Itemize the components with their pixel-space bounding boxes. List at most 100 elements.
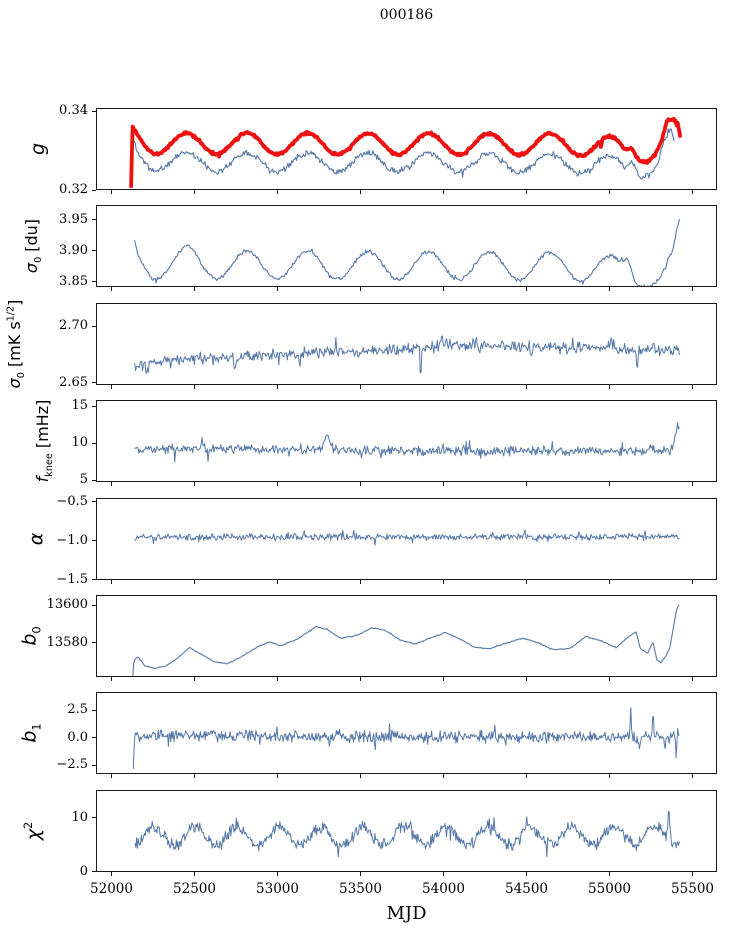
y-tick-mark bbox=[92, 709, 96, 711]
y-tick-label: 13580 bbox=[46, 634, 88, 650]
y-tick-label: −1.5 bbox=[56, 571, 88, 587]
series-g-fit-red bbox=[129, 116, 682, 189]
series-chi2 bbox=[134, 810, 680, 857]
x-tick-mark bbox=[443, 677, 445, 681]
x-tick-mark bbox=[111, 677, 112, 681]
panel-frame bbox=[96, 205, 717, 288]
y-tick-label: 2.70 bbox=[59, 318, 88, 334]
x-tick-mark bbox=[443, 482, 445, 487]
plot-area-sigma0_mks bbox=[96, 302, 717, 385]
x-tick-mark bbox=[526, 287, 528, 292]
y-tick-mark bbox=[92, 501, 96, 503]
y-tick-label: 3.95 bbox=[59, 211, 88, 227]
panel-frame bbox=[96, 302, 717, 385]
x-tick-mark bbox=[526, 384, 528, 389]
x-tick-mark bbox=[360, 384, 362, 389]
x-tick-mark bbox=[692, 677, 694, 681]
y-tick-mark bbox=[92, 250, 96, 252]
figure-title: 000186 bbox=[379, 7, 434, 23]
y-tick-mark bbox=[92, 405, 96, 407]
y-tick-mark bbox=[92, 442, 96, 444]
x-tick-mark bbox=[692, 384, 694, 389]
x-tick-label: 54000 bbox=[422, 880, 465, 897]
series-sigma0-mks bbox=[134, 335, 680, 374]
x-tick-mark bbox=[443, 190, 445, 194]
y-tick-mark bbox=[92, 871, 96, 873]
x-tick-mark bbox=[111, 384, 112, 389]
x-tick-mark bbox=[277, 287, 279, 292]
series-b1 bbox=[132, 707, 680, 770]
x-tick-mark bbox=[443, 871, 445, 876]
x-tick-mark bbox=[692, 287, 694, 292]
y-axis-label-chi2: χ2 bbox=[21, 821, 45, 841]
x-tick-mark bbox=[360, 287, 362, 292]
x-tick-mark bbox=[277, 482, 279, 487]
y-tick-mark bbox=[92, 540, 96, 542]
panel-chi2: 0 10 bbox=[71, 789, 717, 879]
y-tick-label: 0.32 bbox=[59, 182, 88, 197]
x-tick-label: 54500 bbox=[505, 880, 549, 897]
x-tick-mark bbox=[443, 384, 445, 389]
x-tick-mark bbox=[194, 482, 195, 487]
x-tick-mark bbox=[692, 482, 694, 487]
plot-area-sigma0_du bbox=[96, 205, 717, 288]
y-tick-mark bbox=[92, 382, 96, 384]
panel-f_knee: 5 10 15 bbox=[71, 398, 717, 487]
x-tick-mark bbox=[194, 190, 195, 194]
y-tick-label: 3.85 bbox=[59, 273, 88, 289]
y-tick-label: 0 bbox=[79, 863, 88, 879]
x-tick-label: 55000 bbox=[588, 880, 632, 897]
x-tick-mark bbox=[360, 190, 362, 194]
x-tick-label: 52500 bbox=[173, 880, 216, 897]
panel-frame bbox=[96, 595, 717, 677]
y-tick-mark bbox=[92, 189, 96, 191]
x-tick-mark bbox=[609, 190, 611, 194]
x-tick-mark bbox=[609, 774, 611, 779]
x-tick-mark bbox=[526, 677, 528, 681]
x-tick-label: 55500 bbox=[671, 880, 715, 897]
y-tick-mark bbox=[92, 817, 96, 819]
y-axis-label-f_knee: fknee [mHz] bbox=[32, 399, 56, 483]
x-tick-mark bbox=[194, 287, 195, 292]
x-tick-mark bbox=[526, 579, 528, 584]
y-tick-label: 3.90 bbox=[59, 242, 88, 258]
x-tick-label: 53500 bbox=[339, 880, 382, 897]
y-axis-label-sigma0_mks: σ0 [mK s1/2] bbox=[4, 299, 28, 389]
x-tick-mark bbox=[194, 774, 195, 779]
panel-sigma0_du: 3.85 3.90 3.95 bbox=[59, 205, 717, 292]
x-tick-mark bbox=[443, 774, 445, 779]
x-tick-mark bbox=[692, 190, 694, 194]
y-tick-mark bbox=[92, 642, 96, 644]
y-tick-mark bbox=[92, 737, 96, 739]
x-tick-mark bbox=[194, 579, 195, 584]
x-tick-label: 53000 bbox=[256, 880, 299, 897]
x-tick-mark bbox=[277, 384, 279, 389]
y-tick-label: 13600 bbox=[46, 597, 88, 613]
y-axis-label-alpha: α bbox=[25, 532, 47, 545]
x-tick-mark bbox=[692, 774, 694, 779]
x-tick-mark bbox=[111, 190, 112, 194]
panel-frame bbox=[96, 400, 717, 483]
y-tick-label: −0.5 bbox=[56, 493, 88, 509]
y-axis-label-b1: b1 bbox=[18, 723, 44, 744]
x-tick-mark bbox=[111, 871, 112, 876]
x-tick-mark bbox=[526, 774, 528, 779]
y-tick-label: 5 bbox=[79, 472, 88, 488]
x-tick-mark bbox=[360, 579, 362, 584]
panel-g: 0.32 0.34 bbox=[59, 103, 717, 197]
x-tick-mark bbox=[526, 482, 528, 487]
y-tick-label: −2.5 bbox=[56, 757, 88, 773]
plot-area-f_knee bbox=[96, 400, 717, 483]
series-b0 bbox=[132, 604, 680, 677]
x-tick-mark bbox=[443, 579, 445, 584]
x-tick-mark bbox=[609, 871, 611, 876]
x-tick-mark bbox=[111, 287, 112, 292]
plot-area-alpha bbox=[96, 497, 717, 580]
x-tick-mark bbox=[609, 287, 611, 292]
x-axis-title: MJD bbox=[386, 903, 427, 924]
series-sigma0-du bbox=[134, 219, 680, 288]
x-tick-mark bbox=[277, 677, 279, 681]
x-tick-mark bbox=[360, 871, 362, 876]
y-tick-mark bbox=[92, 325, 96, 327]
x-tick-mark bbox=[609, 482, 611, 487]
